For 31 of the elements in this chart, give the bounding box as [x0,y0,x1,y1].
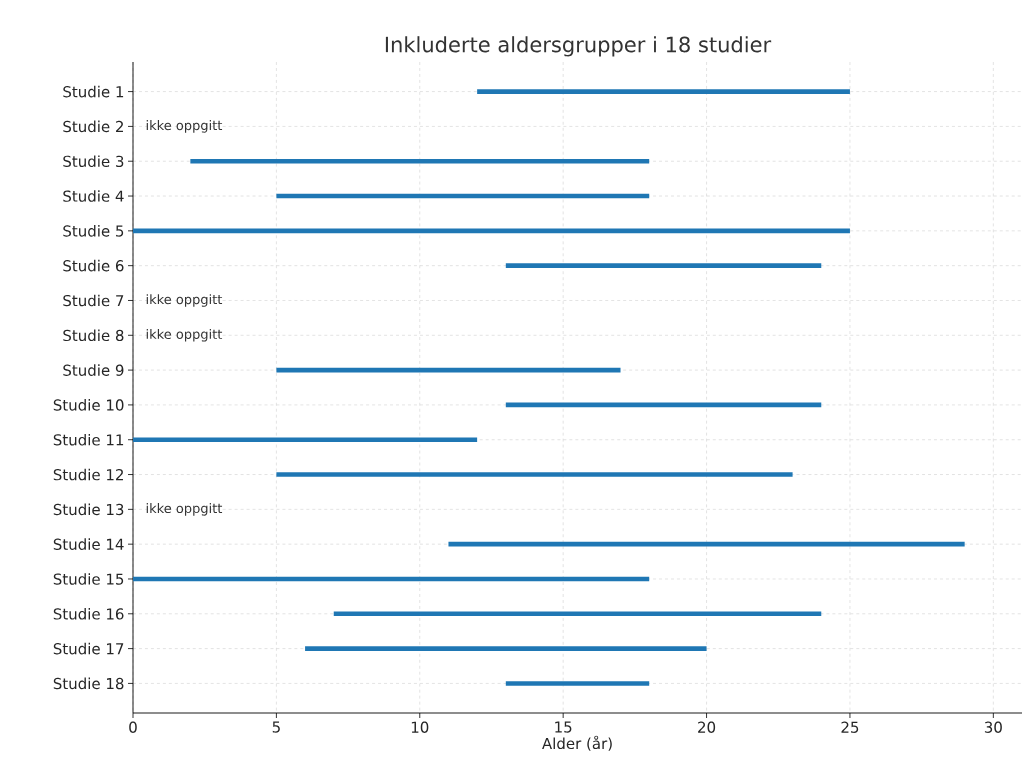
y-tick-label: Studie 18 [53,677,124,690]
y-tick-label: Studie 1 [63,85,124,98]
y-tick-label: Studie 2 [63,120,123,133]
y-tick-label: Studie 16 [53,607,124,620]
x-tick-label: 5 [272,721,280,733]
y-tick-label: Studie 6 [63,259,124,272]
y-tick-label: Studie 9 [63,364,124,376]
y-tick-label: Studie 7 [63,294,124,307]
x-tick-label: 0 [129,721,137,733]
y-tick-label: Studie 8 [63,329,124,342]
x-tick-label: 20 [698,721,716,733]
y-tick-label: Studie 15 [53,573,124,585]
annotation: ikke oppgitt [146,503,223,516]
y-tick-label: Studie 13 [53,503,124,516]
y-tick-label: Studie 14 [53,538,124,550]
y-tick-label: Studie 11 [53,433,124,446]
y-tick-label: Studie 5 [63,225,124,237]
annotation: ikke oppgitt [146,294,223,307]
y-tick-label: Studie 10 [53,399,124,411]
chart-title: Inkluderte aldersgrupper i 18 studier [385,36,772,57]
y-tick-label: Studie 17 [53,642,124,655]
annotation: ikke oppgitt [146,120,223,133]
x-tick-label: 10 [411,721,429,733]
x-axis-title: Alder (år) [542,735,612,751]
y-tick-label: Studie 3 [63,155,124,168]
x-tick-label: 25 [841,721,859,733]
x-tick-label: 30 [984,721,1002,733]
y-tick-label: Studie 4 [63,190,124,202]
y-tick-label: Studie 12 [53,468,123,481]
x-tick-label: 15 [555,721,572,733]
annotation: ikke oppgitt [146,329,223,342]
